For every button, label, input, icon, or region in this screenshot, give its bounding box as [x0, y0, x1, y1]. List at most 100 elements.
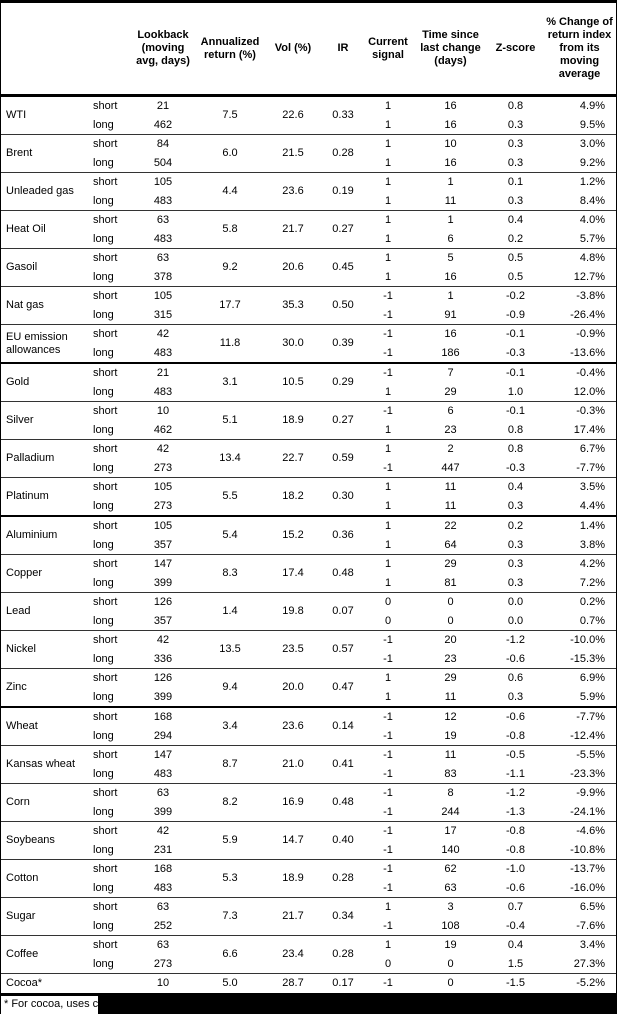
table-header-row: Lookback (moving avg, days) Annualized re… — [1, 3, 616, 97]
ir-value: 0.28 — [323, 134, 363, 173]
lookback-value: 483 — [153, 232, 173, 245]
days-since-change-value: 11 — [413, 745, 488, 765]
signal-value: 1 — [384, 156, 392, 169]
signal-value: 1 — [384, 423, 392, 436]
pct-change-value: -9.9% — [543, 783, 616, 803]
z-score-value: 0.2 — [488, 515, 543, 536]
pct-change-value: -26.4% — [570, 308, 605, 321]
commodity-row-long-leg: long 357 0 0 0.0 0.7% — [1, 612, 616, 631]
footnote-text: * For cocoa, uses c — [4, 997, 99, 1010]
signal-value: -1 — [383, 881, 393, 894]
commodity-row: WTI short 21 7.5 22.6 0.33 1 16 0.8 4.9% — [1, 96, 616, 121]
annualized-return-value: 5.8 — [197, 210, 263, 249]
annualized-return-value: 17.7 — [197, 286, 263, 325]
pct-change-value: 17.4% — [573, 423, 605, 436]
pct-change-value: 0.7% — [579, 614, 605, 627]
days-since-change-value: 23 — [444, 423, 457, 436]
annualized-return-value: 5.3 — [197, 859, 263, 898]
pct-change-value: -15.3% — [570, 652, 605, 665]
pct-change-value: -12.4% — [570, 729, 605, 742]
commodity-row: Lead short 126 1.4 19.8 0.07 0 0 0.0 0.2% — [1, 592, 616, 631]
ir-value: 0.30 — [323, 477, 363, 516]
commodity-name: EU emission allowances — [1, 324, 89, 363]
annualized-return-value: 5.4 — [197, 515, 263, 555]
pct-change-value: -4.6% — [543, 821, 616, 841]
signal-value: -1 — [363, 362, 413, 383]
commodity-row: EU emission allowances short 42 11.8 30.0 0.3… — [1, 324, 616, 363]
pct-change-value: 6.7% — [543, 439, 616, 459]
horizon-label: short — [89, 821, 129, 841]
column-header: Annualized return (%) — [197, 3, 263, 97]
pct-change-value: 9.5% — [579, 118, 605, 131]
commodity-row-long-leg: long 378 1 16 0.5 12.7% — [1, 268, 616, 287]
pct-change-value: 5.9% — [579, 690, 605, 703]
vol-value: 17.4 — [263, 554, 323, 593]
lookback-value: 357 — [153, 614, 173, 627]
signal-value: -1 — [363, 973, 413, 993]
z-score-value: -0.2 — [488, 286, 543, 306]
signal-value: -1 — [383, 805, 393, 818]
commodity-name: Coffee — [1, 935, 89, 974]
vol-value: 22.7 — [263, 439, 323, 478]
pct-change-value: -0.4% — [543, 362, 616, 383]
vol-value: 21.0 — [263, 745, 323, 784]
commodity-row-long-leg: long 399 1 11 0.3 5.9% — [1, 688, 616, 708]
commodity-row: Cotton short 168 5.3 18.9 0.28 -1 62 -1.0 -13.7% — [1, 859, 616, 898]
lookback-value: 147 — [129, 745, 197, 765]
horizon-label: long — [93, 614, 114, 627]
pct-change-value: -0.3% — [543, 401, 616, 421]
z-score-value: 0.3 — [488, 554, 543, 574]
days-since-change-value: 3 — [413, 897, 488, 917]
vol-value: 21.7 — [263, 210, 323, 249]
lookback-value: 10 — [129, 401, 197, 421]
days-since-change-value: 11 — [444, 194, 457, 207]
commodity-name: Cocoa* — [1, 973, 89, 993]
days-since-change-value: 22 — [413, 515, 488, 536]
signal-value: 1 — [384, 118, 392, 131]
days-since-change-value: 81 — [444, 576, 457, 589]
days-since-change-value: 19 — [444, 729, 457, 742]
horizon-label: short — [93, 100, 118, 112]
days-since-change-value: 12 — [413, 706, 488, 727]
horizon-label: short — [89, 897, 129, 917]
days-since-change-value: 2 — [413, 439, 488, 459]
ir-value: 0.27 — [323, 401, 363, 440]
days-since-change-value: 29 — [413, 668, 488, 688]
pct-change-value: 3.0% — [543, 134, 616, 154]
pct-change-value: -10.8% — [570, 843, 605, 856]
ir-value: 0.27 — [323, 210, 363, 249]
horizon-label: long — [93, 232, 114, 245]
commodity-name: Brent — [1, 134, 89, 173]
pct-change-value: -5.2% — [543, 973, 616, 993]
days-since-change-value: 5 — [413, 248, 488, 268]
ir-value: 0.39 — [323, 324, 363, 363]
column-header — [89, 3, 129, 97]
signal-value: -1 — [363, 630, 413, 650]
horizon-label: short — [89, 745, 129, 765]
lookback-value: 357 — [153, 538, 173, 551]
vol-value: 23.6 — [263, 172, 323, 211]
commodity-row-long-leg: long 273 0 0 1.5 27.3% — [1, 955, 616, 974]
annualized-return-value: 9.2 — [197, 248, 263, 287]
z-score-value: 0.5 — [488, 248, 543, 268]
z-score-value: 0.7 — [488, 897, 543, 917]
days-since-change-value: 19 — [413, 935, 488, 955]
pct-change-value: -7.7% — [543, 706, 616, 727]
vol-value: 19.8 — [263, 592, 323, 631]
pct-change-value: 4.8% — [543, 248, 616, 268]
commodity-row: Silver short 10 5.1 18.9 0.27 -1 6 -0.1 -0.3% — [1, 401, 616, 440]
column-header: Time since last change (days) — [413, 3, 488, 97]
horizon-label: long — [93, 729, 114, 742]
pct-change-value: 0.2% — [543, 592, 616, 612]
z-score-value: 0.4 — [488, 210, 543, 230]
vol-value: 21.7 — [263, 897, 323, 936]
days-since-change-value: 1 — [413, 286, 488, 306]
commodity-row: Cocoa* 10 5.0 28.7 0.17 -1 0 -1.5 -5.2% — [1, 973, 616, 993]
z-score-value: 0.4 — [488, 477, 543, 497]
ir-value: 0.59 — [323, 439, 363, 478]
days-since-change-value: 23 — [444, 652, 457, 665]
pct-change-value: 8.4% — [579, 194, 605, 207]
lookback-value: 63 — [129, 783, 197, 803]
signal-value: -1 — [363, 706, 413, 727]
signal-value: 1 — [384, 385, 392, 398]
